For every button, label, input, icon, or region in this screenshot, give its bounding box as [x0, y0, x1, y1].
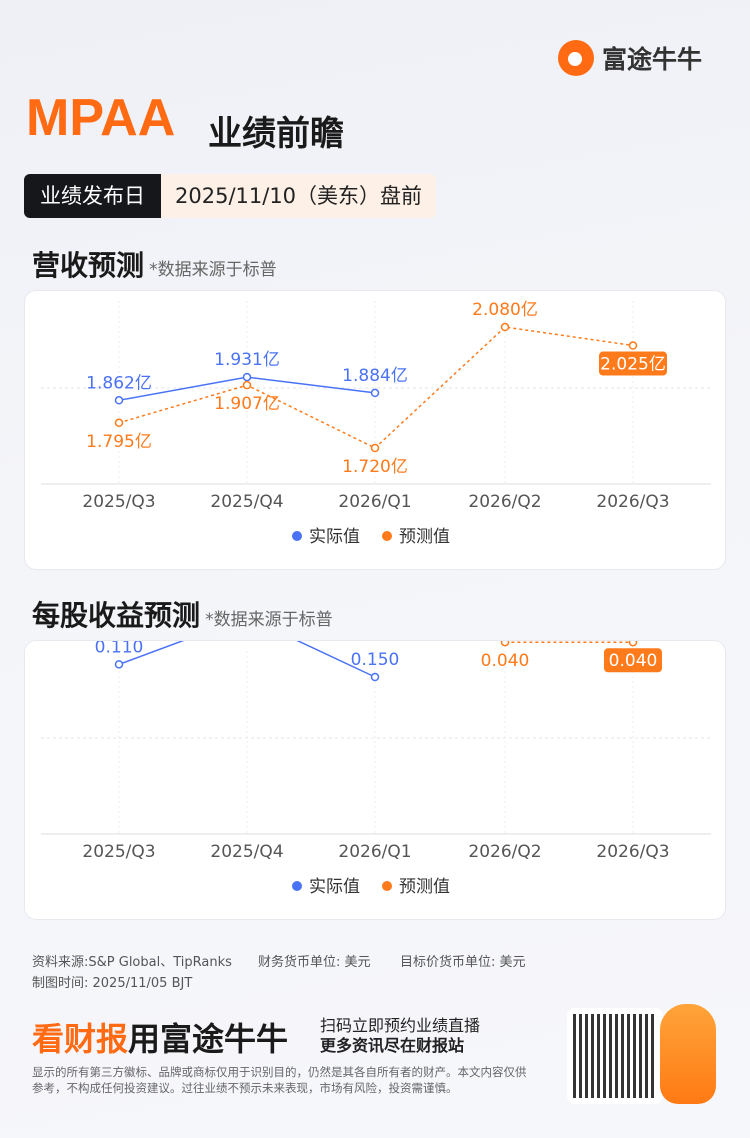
legend-label: 实际值: [309, 877, 360, 897]
eps-chart: 2025/Q3 2025/Q4 2026/Q1 2026/Q2 2026/Q3 0.110…: [41, 552, 711, 897]
cta-orange: 看财报: [32, 1020, 129, 1058]
data-label: 2.080亿: [472, 300, 538, 320]
cta-line2: 更多资讯尽在财报站: [320, 1036, 465, 1055]
x-tick-label: 2025/Q3: [82, 842, 155, 862]
data-label: 1.884亿: [342, 366, 408, 386]
revenue-card: 2025/Q3 2025/Q4 2026/Q1 2026/Q2 2026/Q3 1.862…: [24, 290, 726, 570]
eps-title: 每股收益预测: [32, 599, 201, 632]
data-point: [370, 443, 380, 453]
series-line-forecast: [118, 556, 633, 643]
x-tick-label: 2026/Q3: [596, 842, 669, 862]
x-tick-label: 2025/Q3: [82, 492, 155, 512]
brand-logo: 富途牛牛: [558, 40, 702, 76]
legend-marker: [382, 881, 392, 891]
data-label: 0.040: [609, 651, 658, 671]
data-point: [114, 396, 124, 405]
qr-code[interactable]: [567, 1008, 663, 1104]
highlight-badge: [599, 351, 667, 376]
eps-card: 2025/Q3 2025/Q4 2026/Q1 2026/Q2 2026/Q3 0.110…: [24, 552, 726, 920]
data-point: [628, 341, 638, 350]
legend-marker: [292, 881, 302, 891]
legend-marker: [292, 531, 302, 541]
release-date-value: 2025/11/10（美东）盘前: [161, 174, 437, 218]
cta-dark: 用富途牛牛: [128, 1020, 289, 1058]
x-tick-label: 2026/Q1: [338, 492, 411, 512]
data-point: [500, 322, 510, 332]
legend-label: 预测值: [399, 877, 450, 897]
data-label: 1.795亿: [86, 432, 152, 452]
cta-info: 扫码立即预约业绩直播 更多资讯尽在财报站: [320, 1016, 480, 1056]
data-point: [242, 380, 252, 390]
data-label: 1.720亿: [342, 457, 408, 477]
legend-label: 实际值: [309, 527, 360, 547]
revenue-note: *数据来源于标普: [149, 260, 277, 280]
legend-marker: [382, 531, 392, 541]
revenue-heading: 营收预测 *数据来源于标普: [32, 244, 277, 284]
series-line-forecast: [118, 326, 634, 449]
target-currency: 目标价货币单位: 美元: [400, 955, 526, 970]
x-tick-label: 2026/Q2: [468, 842, 541, 862]
data-point: [114, 660, 124, 669]
fin-currency: 财务货币单位: 美元: [258, 955, 371, 970]
x-tick-label: 2026/Q1: [338, 842, 411, 862]
data-point: [370, 388, 380, 398]
data-label: 0.040: [481, 651, 530, 671]
data-label: 2.025亿: [600, 355, 666, 375]
data-label: 0.150: [351, 650, 400, 670]
data-label: 1.931亿: [214, 350, 280, 370]
data-label: 0.110: [95, 641, 144, 657]
legend-label: 预测值: [399, 527, 450, 547]
data-point: [370, 672, 380, 682]
x-tick-label: 2026/Q2: [468, 492, 541, 512]
data-source: 资料来源:S&P Global、TipRanks: [32, 955, 232, 970]
data-label: 1.907亿: [214, 394, 280, 414]
release-date-label: 业绩发布日: [24, 174, 161, 218]
cta-slogan: 看财报用富途牛牛: [32, 1014, 288, 1060]
made-time: 制图时间: 2025/11/05 BJT: [32, 976, 193, 991]
data-label: 1.862亿: [86, 373, 152, 393]
revenue-chart: 2025/Q3 2025/Q4 2026/Q1 2026/Q2 2026/Q3 1.862…: [41, 300, 711, 547]
release-date: 业绩发布日 2025/11/10（美东）盘前: [24, 174, 437, 218]
cta-line1: 扫码立即预约业绩直播: [320, 1016, 481, 1035]
disclaimer: 显示的所有第三方徽标、品牌或商标仅用于识别目的，仍然是其各自所有者的财产。本文内…: [32, 1065, 527, 1095]
page-title: 业绩前瞻: [208, 114, 344, 154]
data-point: [242, 372, 252, 382]
data-point: [628, 637, 638, 647]
qr-code-image: [573, 1014, 657, 1098]
eps-heading: 每股收益预测 *数据来源于标普: [32, 594, 333, 634]
x-tick-label: 2025/Q4: [210, 492, 283, 512]
x-tick-label: 2026/Q3: [596, 492, 669, 512]
x-tick-label: 2025/Q4: [210, 842, 283, 862]
highlight-badge: [604, 648, 662, 673]
ticker: MPAA: [26, 89, 176, 147]
data-point: [114, 418, 124, 428]
data-point: [500, 637, 510, 647]
revenue-title: 营收预测: [32, 249, 145, 282]
eps-note: *数据来源于标普: [205, 610, 333, 630]
bull-mascot-icon: [660, 1004, 716, 1104]
brand-name: 富途牛牛: [602, 45, 703, 74]
futu-bull-icon: [558, 40, 594, 76]
